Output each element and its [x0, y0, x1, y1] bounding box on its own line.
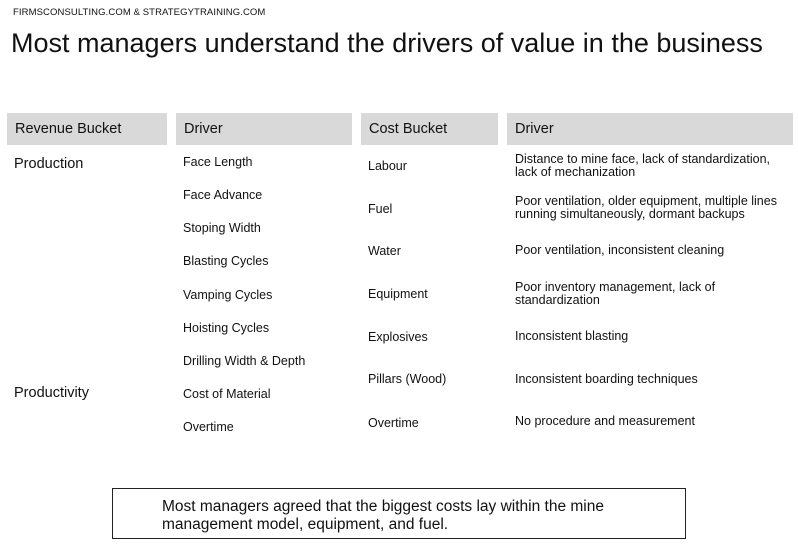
revenue-driver-item: Face Advance	[183, 188, 263, 202]
cost-bucket-item: Overtime	[368, 416, 419, 430]
cost-bucket-item: Explosives	[368, 330, 428, 344]
cost-driver-item: No procedure and measurement	[515, 414, 695, 428]
cost-bucket-item: Pillars (Wood)	[368, 372, 447, 386]
revenue-bucket-production: Production	[14, 156, 84, 172]
revenue-driver-item: Blasting Cycles	[183, 254, 269, 268]
cost-bucket-item: Equipment	[368, 287, 428, 301]
revenue-driver-item: Stoping Width	[183, 221, 261, 235]
cost-driver-item: Poor ventilation, older equipment, multi…	[515, 194, 777, 221]
cost-driver-item: Distance to mine face, lack of standardi…	[515, 152, 770, 179]
revenue-driver-item: Face Length	[183, 155, 253, 169]
page-title: Most managers understand the drivers of …	[11, 28, 763, 58]
cost-driver-item: Inconsistent boarding techniques	[515, 372, 698, 386]
cost-driver-item: Poor ventilation, inconsistent cleaning	[515, 243, 725, 257]
revenue-driver-item: Drilling Width & Depth	[183, 354, 306, 368]
header-cost-driver: Driver	[507, 113, 793, 145]
cost-driver-item: Inconsistent blasting	[515, 329, 629, 343]
cost-bucket-item: Water	[368, 244, 401, 258]
header-cost-bucket: Cost Bucket	[361, 113, 498, 145]
header-revenue-driver: Driver	[176, 113, 352, 145]
header-revenue-bucket: Revenue Bucket	[7, 113, 167, 145]
revenue-driver-item: Hoisting Cycles	[183, 321, 270, 335]
cost-bucket-item: Labour	[368, 159, 407, 173]
cost-driver-item: Poor inventory management, lack of stand…	[515, 280, 716, 307]
revenue-driver-item: Cost of Material	[183, 387, 271, 401]
revenue-driver-item: Overtime	[183, 420, 234, 434]
revenue-driver-item: Vamping Cycles	[183, 288, 273, 302]
conclusion-callout: Most managers agreed that the biggest co…	[112, 488, 686, 539]
source-label: FIRMSCONSULTING.COM & STRATEGYTRAINING.C…	[13, 7, 266, 18]
cost-bucket-item: Fuel	[368, 202, 393, 216]
revenue-bucket-productivity: Productivity	[14, 385, 89, 401]
